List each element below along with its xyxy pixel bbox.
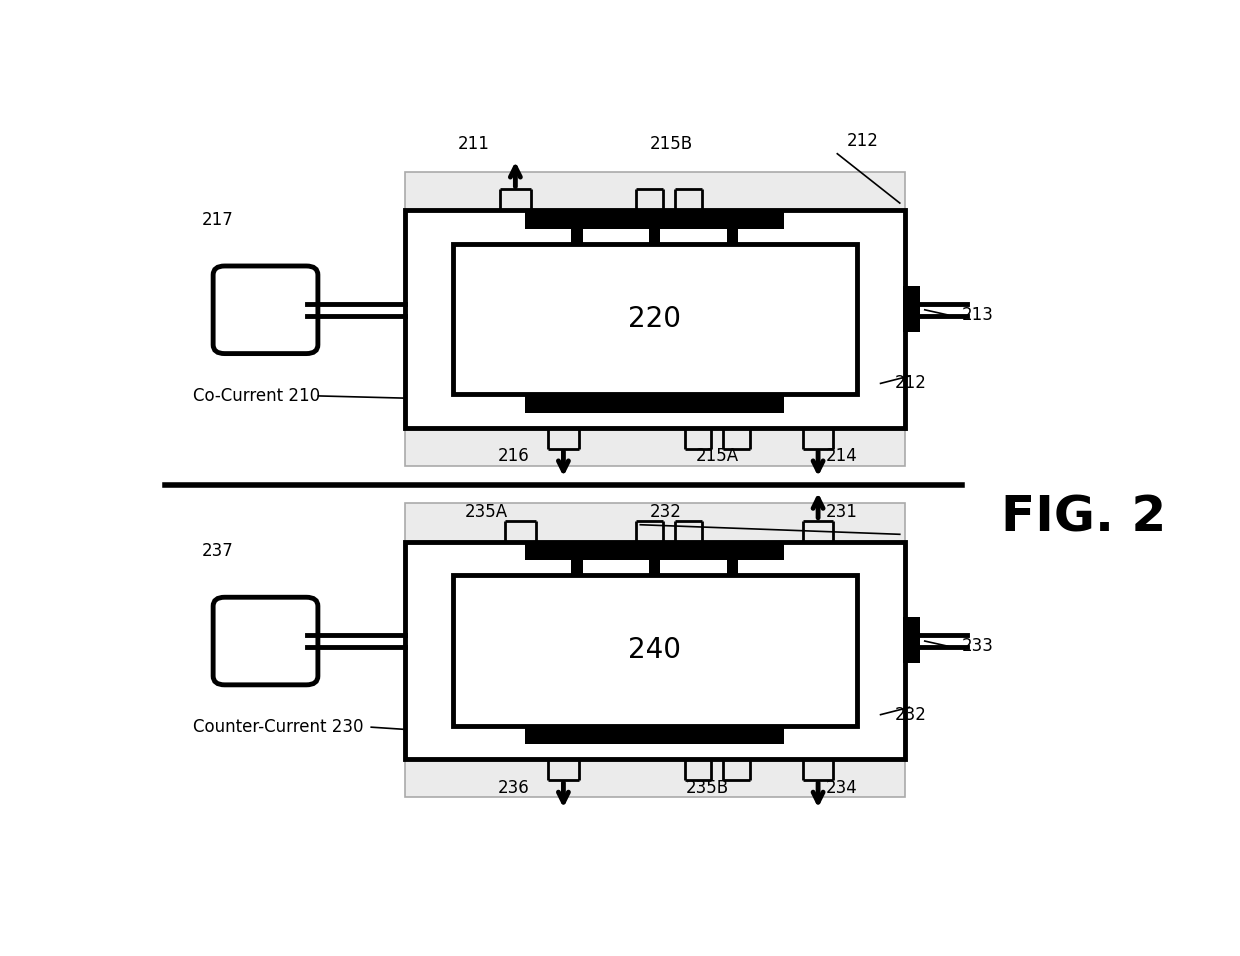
Text: 220: 220: [629, 305, 681, 333]
Text: 232: 232: [650, 503, 682, 521]
Bar: [572, 726, 583, 728]
Bar: [525, 544, 785, 560]
Bar: [404, 210, 905, 427]
Text: 237: 237: [202, 542, 233, 560]
Text: 240: 240: [629, 637, 681, 664]
Text: 232: 232: [895, 706, 926, 724]
Text: 215A: 215A: [696, 447, 739, 466]
Text: 214: 214: [826, 447, 858, 466]
Bar: [727, 560, 738, 575]
FancyBboxPatch shape: [213, 266, 317, 354]
Bar: [903, 618, 920, 663]
Bar: [649, 228, 661, 244]
Bar: [404, 504, 905, 542]
Bar: [727, 395, 738, 397]
Bar: [525, 397, 785, 413]
Text: 216: 216: [498, 447, 529, 466]
Text: 233: 233: [962, 638, 994, 655]
Text: 236: 236: [498, 779, 529, 796]
Text: 234: 234: [826, 779, 858, 796]
Text: Co-Current 210: Co-Current 210: [193, 387, 321, 405]
Bar: [903, 286, 920, 332]
FancyBboxPatch shape: [213, 598, 317, 684]
Text: 212: 212: [847, 132, 879, 150]
Bar: [572, 560, 583, 575]
Text: 213: 213: [962, 306, 994, 324]
Bar: [649, 560, 661, 575]
Text: FIG. 2: FIG. 2: [1001, 494, 1166, 542]
Text: 235A: 235A: [465, 503, 508, 521]
Bar: [453, 244, 857, 395]
Bar: [572, 395, 583, 397]
Text: 211: 211: [458, 135, 490, 153]
Bar: [404, 542, 905, 759]
Bar: [649, 726, 661, 728]
Text: 212: 212: [895, 375, 926, 392]
Text: 217: 217: [202, 211, 233, 228]
Bar: [525, 728, 785, 744]
Text: 235B: 235B: [686, 779, 729, 796]
Text: 231: 231: [826, 503, 858, 521]
Bar: [404, 172, 905, 210]
Bar: [453, 575, 857, 726]
Bar: [525, 212, 785, 228]
Bar: [404, 759, 905, 797]
Text: 215B: 215B: [650, 135, 693, 153]
Bar: [572, 228, 583, 244]
Text: Counter-Current 230: Counter-Current 230: [193, 718, 365, 736]
Bar: [649, 395, 661, 397]
Bar: [727, 228, 738, 244]
Bar: [404, 427, 905, 466]
Bar: [727, 726, 738, 728]
